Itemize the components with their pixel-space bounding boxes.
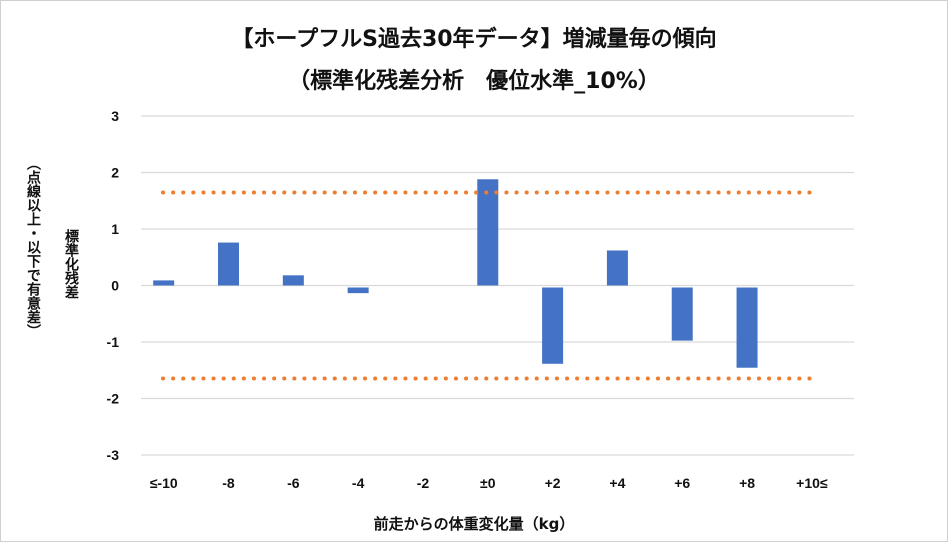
x-tick-label: -2	[417, 475, 430, 491]
chart-title: 【ホープフルS過去30年データ】増減量毎の傾向	[231, 27, 717, 52]
y-axis-note: （点線以上・以下で有意差）	[25, 156, 41, 338]
y-tick-label: 0	[111, 278, 119, 294]
y-tick-label: 2	[111, 165, 119, 181]
y-tick-label: 3	[111, 108, 119, 124]
x-tick-label: ≤-10	[150, 475, 178, 491]
x-tick-label: -6	[287, 475, 300, 491]
bar	[542, 287, 564, 364]
x-tick-label: -4	[352, 475, 365, 491]
bar	[282, 275, 304, 286]
bar	[347, 287, 369, 294]
x-tick-label: +4	[609, 475, 625, 491]
x-tick-label: +10≤	[796, 475, 828, 491]
y-axis-title: 標準化残差	[63, 229, 79, 299]
bar	[153, 280, 175, 286]
bar	[606, 250, 628, 286]
y-tick-label: -1	[107, 334, 120, 350]
x-tick-label: +8	[739, 475, 755, 491]
y-tick-label: -2	[107, 391, 120, 407]
x-tick-label: +6	[674, 475, 690, 491]
bar	[477, 179, 499, 286]
bar	[736, 287, 758, 368]
bar	[218, 242, 240, 286]
x-axis-title: 前走からの体重変化量（kg）	[373, 515, 575, 533]
y-tick-label: -3	[107, 447, 120, 463]
x-tick-label: +2	[545, 475, 561, 491]
x-tick-label: ±0	[480, 475, 496, 491]
chart-subtitle: （標準化残差分析 優位水準_10%）	[288, 69, 660, 94]
bar	[671, 287, 693, 341]
x-tick-label: -8	[222, 475, 235, 491]
y-tick-label: 1	[111, 221, 119, 237]
